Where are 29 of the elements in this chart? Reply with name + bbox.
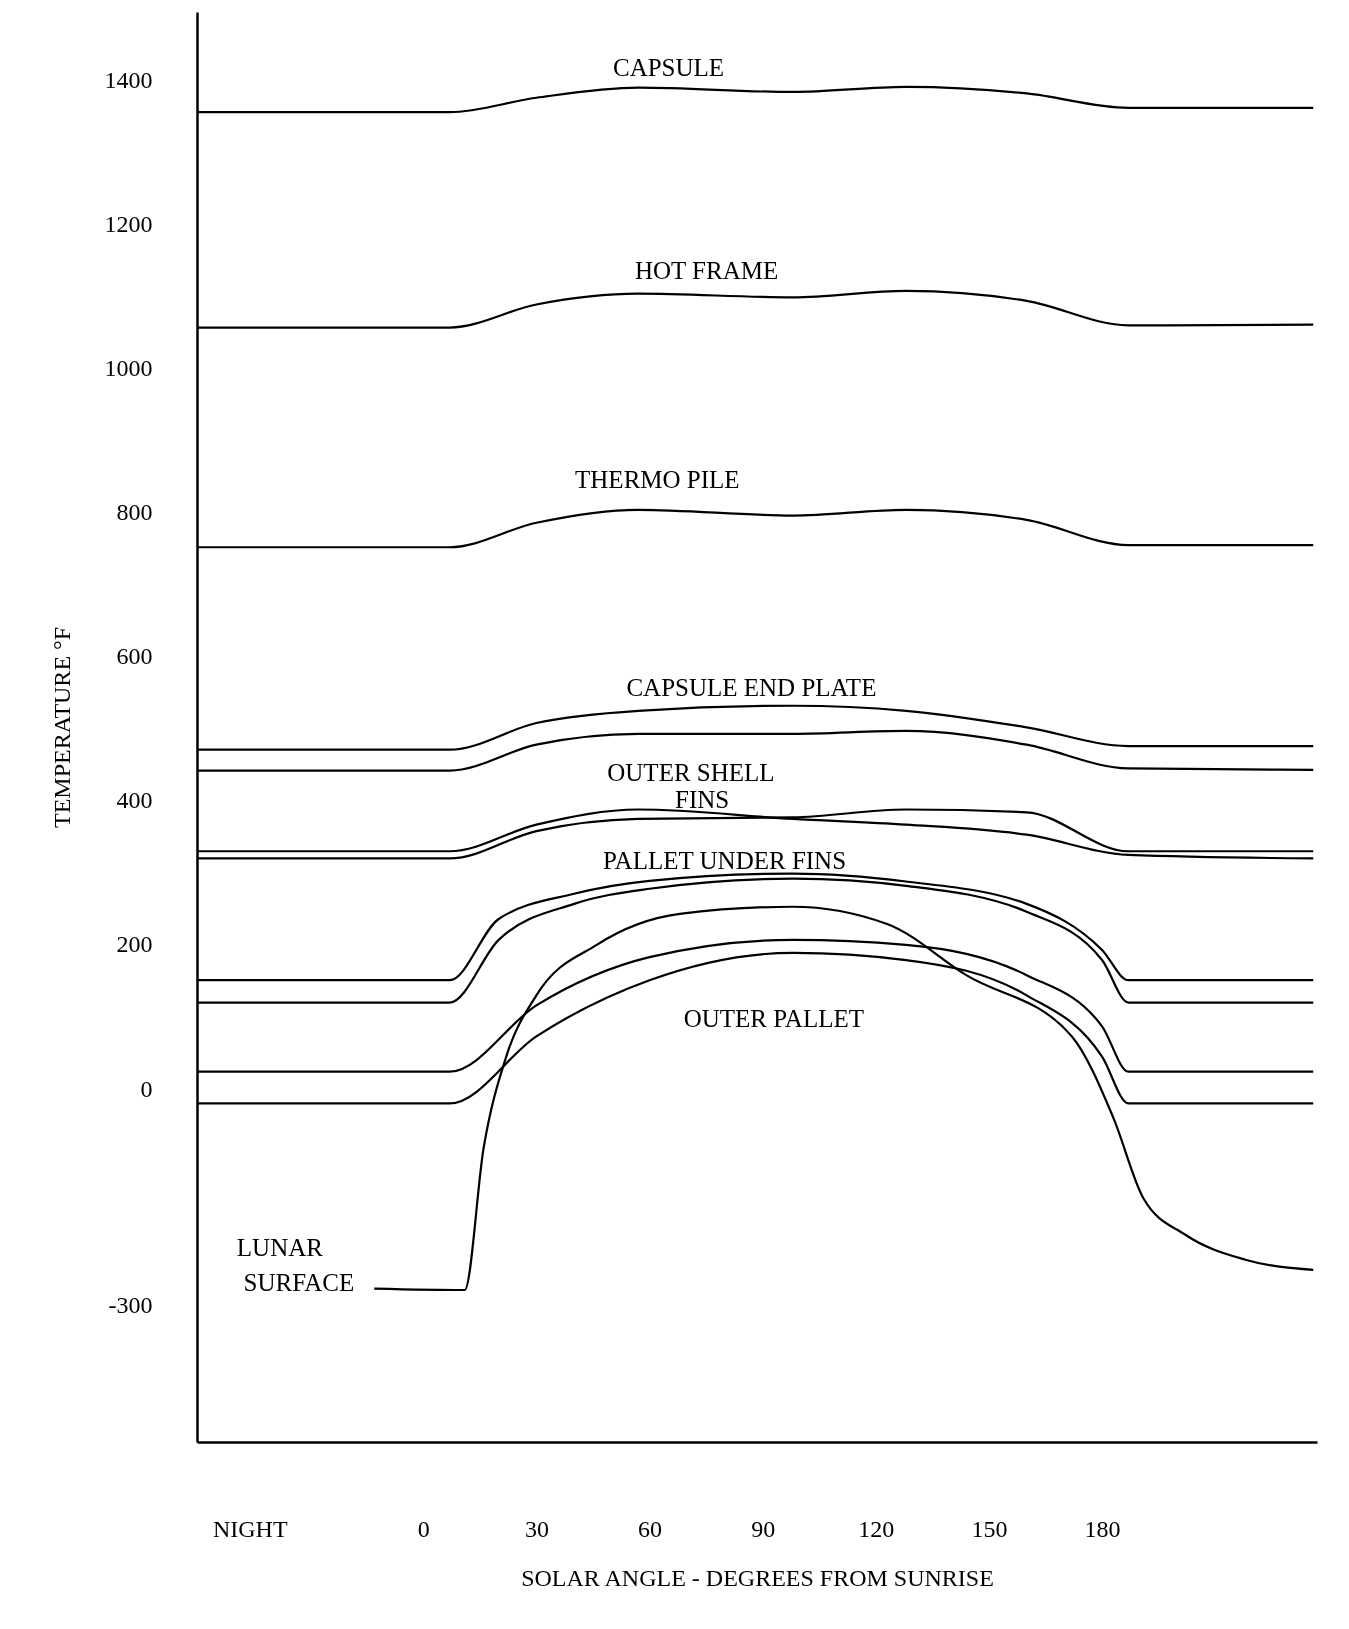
x-axis-title: SOLAR ANGLE - DEGREES FROM SUNRISE: [521, 1564, 994, 1591]
annotation: CAPSULE END PLATE: [626, 674, 877, 702]
annotation: OUTER SHELL: [607, 758, 775, 786]
x-tick-label: 180: [1084, 1515, 1121, 1542]
y-tick-label: 1200: [104, 211, 153, 238]
y-tick-label: 800: [116, 499, 153, 526]
y-tick-label: -300: [108, 1291, 153, 1318]
y-tick-label: 200: [116, 931, 153, 958]
y-axis-title: TEMPERATURE °F: [48, 627, 75, 828]
x-tick-label: NIGHT: [212, 1515, 288, 1542]
annotation: SURFACE: [243, 1269, 355, 1297]
y-tick-label: 1400: [104, 66, 153, 93]
x-tick-label: 120: [858, 1515, 895, 1542]
annotation: PALLET UNDER FINS: [602, 847, 847, 875]
annotation: FINS: [675, 785, 730, 813]
annotation: OUTER PALLET: [683, 1004, 864, 1032]
y-tick-label: 1000: [104, 355, 153, 382]
x-tick-label: 60: [638, 1515, 663, 1542]
y-tick-label: 400: [116, 787, 153, 814]
x-tick-label: 150: [971, 1515, 1008, 1542]
y-tick-label: 600: [116, 643, 153, 670]
annotation: CAPSULE: [612, 53, 725, 81]
annotation: LUNAR: [236, 1233, 324, 1261]
x-tick-label: 90: [751, 1515, 776, 1542]
annotation: THERMO PILE: [575, 465, 740, 493]
y-tick-label: 0: [140, 1075, 153, 1102]
annotation: HOT FRAME: [634, 256, 779, 284]
x-tick-label: 0: [417, 1515, 430, 1542]
x-tick-label: 30: [524, 1515, 549, 1542]
